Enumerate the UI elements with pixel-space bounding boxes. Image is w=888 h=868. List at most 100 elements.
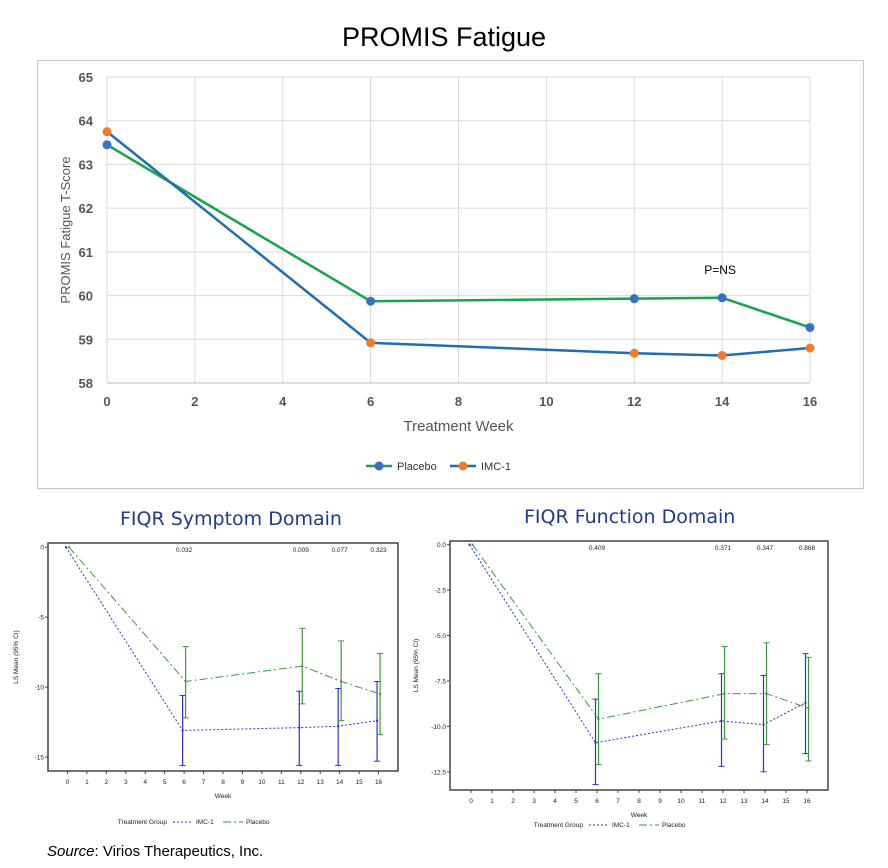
data-point-Placebo	[717, 293, 727, 303]
function-chart-title: FIQR Function Domain	[524, 506, 736, 528]
function-p-value: 0.371	[715, 545, 732, 552]
x-tick-label: 12	[627, 394, 641, 409]
legend-label-IMC-1: IMC-1	[481, 461, 511, 473]
symptom-y-tick-label: -5	[38, 615, 44, 622]
y-axis-label: PROMIS Fatigue T-Score	[58, 156, 73, 303]
y-tick-label: 62	[79, 201, 93, 216]
function-y-axis-label: LS Mean (95% CI)	[413, 639, 420, 692]
x-tick-label: 4	[279, 394, 287, 409]
symptom-y-tick-label: -10	[35, 685, 45, 692]
symptom-series-line-Placebo	[68, 546, 381, 695]
symptom-data-point-IMC-1	[64, 546, 67, 549]
symptom-p-value: 0.032	[176, 547, 193, 554]
symptom-x-tick-label: 10	[258, 779, 266, 786]
y-tick-label: 64	[79, 114, 94, 129]
symptom-x-tick-label: 12	[297, 779, 305, 786]
symptom-x-tick-label: 3	[124, 779, 128, 786]
function-x-tick-label: 1	[490, 798, 494, 805]
function-series-line-Placebo	[472, 544, 809, 720]
y-tick-label: 61	[79, 245, 93, 260]
symptom-x-tick-label: 14	[336, 779, 344, 786]
function-data-point-IMC-1	[468, 543, 471, 546]
symptom-x-tick-label: 0	[66, 779, 70, 786]
symptom-x-tick-label: 11	[278, 779, 285, 786]
symptom-x-tick-label: 8	[221, 779, 225, 786]
legend-marker-Placebo	[374, 461, 384, 471]
function-x-tick-label: 5	[574, 798, 578, 805]
symptom-x-tick-label: 13	[317, 779, 325, 786]
y-tick-label: 63	[79, 157, 93, 172]
data-point-IMC-1	[717, 350, 727, 360]
symptom-x-tick-label: 15	[355, 779, 363, 786]
x-tick-label: 8	[455, 394, 462, 409]
x-tick-label: 2	[191, 394, 198, 409]
function-x-tick-label: 7	[616, 798, 620, 805]
y-tick-label: 59	[79, 332, 93, 347]
function-x-tick-label: 4	[553, 798, 557, 805]
function-y-tick-label: -7.5	[435, 678, 447, 685]
legend-marker-IMC-1	[458, 461, 468, 471]
data-point-Placebo	[805, 322, 815, 332]
function-y-tick-label: -10.0	[431, 724, 446, 731]
y-tick-label: 58	[79, 376, 93, 391]
x-tick-label: 10	[539, 394, 553, 409]
symptom-y-tick-label: 0	[40, 545, 44, 552]
symptom-x-tick-label: 16	[375, 779, 383, 786]
function-p-value: 0.868	[799, 545, 816, 552]
symptom-series-line-IMC-1	[65, 546, 378, 731]
symptom-p-value: 0.323	[370, 547, 387, 554]
function-x-tick-label: 16	[803, 798, 811, 805]
data-point-Placebo	[102, 140, 112, 150]
function-x-tick-label: 15	[782, 798, 790, 805]
symptom-legend-label-Placebo: Placebo	[246, 819, 270, 826]
function-y-tick-label: -5.0	[435, 633, 447, 640]
symptom-x-tick-label: 1	[85, 779, 89, 786]
source-label: Source	[47, 843, 95, 860]
symptom-x-tick-label: 7	[202, 779, 206, 786]
x-tick-label: 6	[367, 394, 374, 409]
y-tick-label: 60	[79, 289, 93, 304]
function-x-tick-label: 6	[595, 798, 599, 805]
function-y-tick-label: 0.0	[437, 542, 446, 549]
function-p-value: 0.409	[589, 545, 606, 552]
function-x-tick-label: 2	[511, 798, 515, 805]
function-legend-label-IMC-1: IMC-1	[612, 822, 630, 829]
function-x-tick-label: 3	[532, 798, 536, 805]
symptom-x-tick-label: 5	[163, 779, 167, 786]
promis-chart-frame	[37, 60, 864, 489]
function-x-tick-label: 10	[677, 798, 685, 805]
symptom-x-tick-label: 2	[105, 779, 109, 786]
symptom-y-axis-label: LS Mean (95% CI)	[13, 630, 20, 683]
function-x-tick-label: 11	[699, 798, 706, 805]
x-tick-label: 16	[803, 394, 817, 409]
function-legend-label-Placebo: Placebo	[662, 822, 686, 829]
data-point-IMC-1	[366, 338, 376, 348]
symptom-legend-title: Treatment Group	[118, 819, 168, 826]
symptom-chart-title: FIQR Symptom Domain	[120, 508, 342, 530]
x-axis-label: Treatment Week	[403, 418, 514, 435]
symptom-x-tick-label: 4	[143, 779, 147, 786]
symptom-p-value: 0.077	[332, 547, 349, 554]
main-title: PROMIS Fatigue	[341, 22, 547, 52]
x-tick-label: 14	[715, 394, 730, 409]
function-y-tick-label: -12.5	[431, 769, 446, 776]
function-x-tick-label: 12	[719, 798, 727, 805]
symptom-y-tick-label: -15	[35, 755, 45, 762]
annotation-pns: P=NS	[704, 263, 736, 277]
data-point-IMC-1	[102, 127, 112, 137]
function-x-tick-label: 14	[761, 798, 769, 805]
function-data-point-Placebo	[471, 543, 474, 546]
function-legend-title: Treatment Group	[534, 822, 584, 829]
data-point-IMC-1	[805, 343, 815, 353]
function-x-tick-label: 9	[658, 798, 662, 805]
symptom-x-axis-label: Week	[215, 793, 232, 800]
legend-label-Placebo: Placebo	[397, 461, 437, 473]
function-x-tick-label: 0	[469, 798, 473, 805]
data-point-IMC-1	[629, 348, 639, 358]
source-note: Source: Virios Therapeutics, Inc.	[47, 843, 263, 860]
source-text: : Virios Therapeutics, Inc.	[94, 843, 264, 860]
y-tick-label: 65	[79, 70, 93, 85]
x-tick-label: 0	[103, 394, 110, 409]
symptom-x-tick-label: 6	[182, 779, 186, 786]
